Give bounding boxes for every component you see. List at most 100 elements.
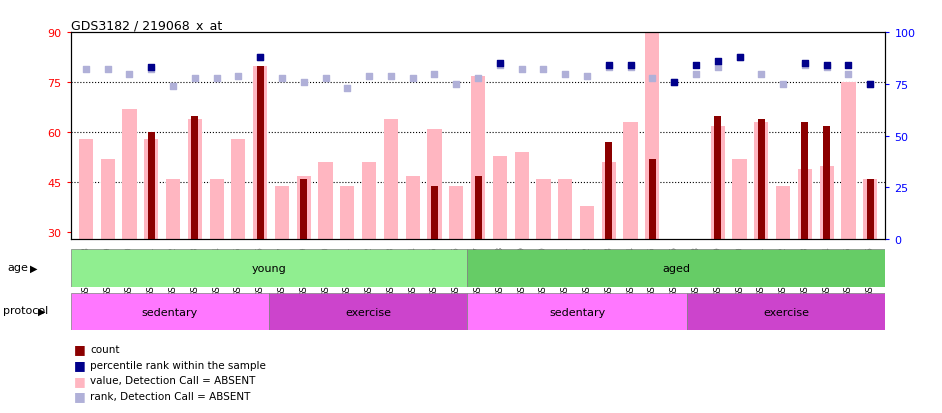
Bar: [166, 180, 180, 333]
Bar: [820, 166, 834, 333]
Point: [579, 73, 594, 80]
Text: ■: ■: [73, 358, 85, 371]
Point: [362, 73, 377, 80]
Bar: [297, 176, 311, 333]
Point: [689, 71, 704, 78]
Bar: [467, 250, 885, 287]
Point: [470, 75, 485, 82]
Bar: [798, 170, 812, 333]
Text: young: young: [252, 263, 286, 273]
Point: [209, 75, 224, 82]
Text: aged: aged: [662, 263, 690, 273]
Point: [623, 65, 638, 71]
Text: exercise: exercise: [763, 307, 809, 317]
Bar: [802, 123, 808, 333]
Bar: [602, 163, 616, 333]
Bar: [340, 186, 354, 333]
Bar: [383, 120, 398, 333]
Point: [775, 81, 790, 88]
Text: GDS3182 / 219068_x_at: GDS3182 / 219068_x_at: [71, 19, 222, 31]
Point: [601, 63, 616, 69]
Point: [144, 65, 159, 71]
Text: ▶: ▶: [38, 306, 45, 316]
Point: [166, 83, 181, 90]
Point: [558, 71, 573, 78]
Point: [645, 75, 660, 82]
Point: [689, 63, 704, 69]
Text: count: count: [90, 344, 120, 354]
Bar: [467, 293, 688, 330]
Text: exercise: exercise: [345, 307, 391, 317]
Bar: [863, 180, 877, 333]
Point: [623, 63, 638, 69]
Text: sedentary: sedentary: [141, 307, 198, 317]
Point: [187, 75, 203, 82]
Bar: [275, 186, 289, 333]
Point: [536, 67, 551, 74]
Point: [754, 71, 769, 78]
Bar: [122, 109, 137, 333]
Point: [100, 67, 115, 74]
Point: [710, 65, 725, 71]
Point: [514, 67, 529, 74]
Bar: [558, 180, 573, 333]
Point: [144, 67, 159, 74]
Bar: [624, 123, 638, 333]
Point: [820, 63, 835, 69]
Bar: [733, 159, 747, 333]
Bar: [406, 176, 420, 333]
Bar: [645, 33, 659, 333]
Bar: [428, 130, 442, 333]
Point: [732, 55, 747, 61]
Point: [231, 73, 246, 80]
Bar: [209, 180, 223, 333]
Point: [493, 63, 508, 69]
Bar: [667, 259, 681, 333]
Point: [841, 71, 856, 78]
Bar: [867, 180, 874, 333]
Point: [252, 55, 268, 61]
Point: [78, 67, 93, 74]
Bar: [823, 126, 830, 333]
Bar: [776, 186, 790, 333]
Bar: [430, 186, 438, 333]
Bar: [79, 140, 93, 333]
Point: [667, 79, 682, 86]
Bar: [514, 153, 528, 333]
Bar: [580, 206, 594, 333]
Bar: [144, 140, 158, 333]
Point: [601, 65, 616, 71]
Bar: [736, 253, 743, 333]
Point: [340, 85, 355, 92]
Bar: [362, 163, 376, 333]
Bar: [471, 76, 485, 333]
Bar: [253, 66, 268, 333]
Bar: [268, 293, 467, 330]
Bar: [710, 126, 724, 333]
Point: [667, 79, 682, 86]
Text: value, Detection Call = ABSENT: value, Detection Call = ABSENT: [90, 375, 256, 385]
Bar: [606, 143, 612, 333]
Bar: [536, 180, 550, 333]
Bar: [256, 66, 264, 333]
Point: [383, 73, 398, 80]
Bar: [689, 259, 703, 333]
Point: [710, 59, 725, 65]
Bar: [841, 83, 855, 333]
Text: ■: ■: [73, 342, 85, 356]
Bar: [757, 120, 765, 333]
Bar: [71, 250, 467, 287]
Point: [274, 75, 289, 82]
Text: percentile rank within the sample: percentile rank within the sample: [90, 360, 267, 370]
Point: [296, 79, 311, 86]
Bar: [493, 156, 507, 333]
Point: [405, 75, 420, 82]
Text: ■: ■: [73, 389, 85, 403]
Point: [820, 65, 835, 71]
Point: [797, 61, 812, 67]
Bar: [101, 159, 115, 333]
Text: ■: ■: [73, 374, 85, 387]
Point: [732, 55, 747, 61]
Bar: [300, 180, 307, 333]
Point: [841, 63, 856, 69]
